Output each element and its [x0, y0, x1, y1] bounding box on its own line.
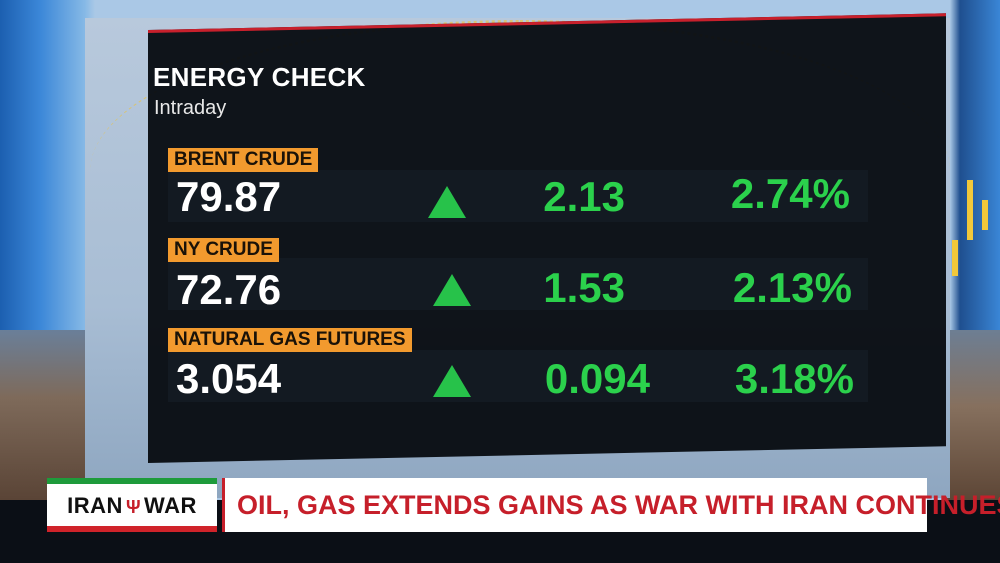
tag-label: IRAN Ψ WAR [47, 493, 217, 519]
row-percent: 2.74% [730, 170, 850, 217]
city-image-right [945, 330, 1000, 500]
tag-label-left: IRAN [67, 493, 123, 518]
iran-war-tag: IRAN Ψ WAR [47, 478, 217, 532]
up-arrow-icon [428, 186, 466, 218]
city-image-left [0, 330, 100, 500]
row-price: 79.87 [176, 173, 282, 220]
tag-label-right: WAR [144, 493, 197, 518]
row-label: BRENT CRUDE [168, 148, 319, 172]
headline-accent [222, 478, 226, 532]
headline-text: OIL, GAS EXTENDS GAINS AS WAR WITH IRAN … [237, 490, 1000, 520]
headline-box: OIL, GAS EXTENDS GAINS AS WAR WITH IRAN … [225, 478, 1000, 532]
panel-subtitle: Intraday [154, 97, 227, 119]
row-band [168, 350, 868, 402]
row-change: 1.53 [543, 264, 625, 311]
row-change: 0.094 [544, 355, 650, 402]
iran-emblem-icon: Ψ [125, 497, 142, 517]
row-band [168, 258, 868, 310]
row-label: NATURAL GAS FUTURES [168, 328, 412, 352]
up-arrow-icon [433, 274, 471, 306]
row-price: 72.76 [176, 266, 282, 313]
panel-title: ENERGY CHECK [153, 62, 366, 92]
row-percent: 3.18% [734, 355, 854, 402]
row-change: 2.13 [543, 173, 625, 220]
row-band [168, 170, 868, 222]
row-label: NY CRUDE [168, 238, 279, 262]
row-percent: 2.13% [732, 264, 852, 311]
up-arrow-icon [433, 365, 471, 397]
row-price: 3.054 [176, 355, 282, 402]
